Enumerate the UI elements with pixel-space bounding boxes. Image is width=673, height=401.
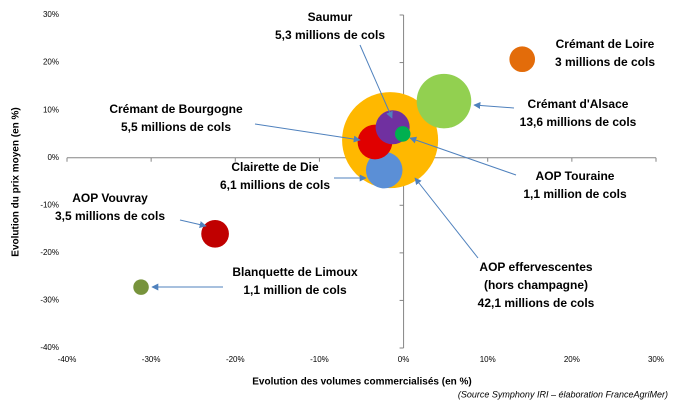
x-tick-label: -40% [58, 355, 77, 364]
x-tick-label: 30% [648, 355, 664, 364]
size-label: 42,1 millions de cols [478, 296, 595, 310]
source-note: (Source Symphony IRI – élaboration Franc… [458, 389, 668, 399]
y-tick-label: 10% [43, 105, 59, 114]
leader-arrow [359, 44, 393, 119]
size-label: 13,6 millions de cols [520, 115, 637, 129]
leader-arrow [473, 101, 515, 109]
x-tick-label: -10% [310, 355, 329, 364]
bubble-name: Crémant de Loire [556, 37, 655, 51]
y-tick-label: 20% [43, 58, 59, 67]
bubble [133, 279, 149, 295]
x-tick-label: -20% [226, 355, 245, 364]
x-tick-label: 0% [398, 355, 410, 364]
bubble [201, 219, 229, 248]
x-tick-label: 10% [480, 355, 496, 364]
y-tick-label: -30% [40, 296, 59, 305]
bubble-name: Crémant d'Alsace [528, 97, 629, 111]
bubble-name: AOP Vouvray [72, 191, 148, 205]
size-label: 5,5 millions de cols [121, 120, 231, 134]
bubble-name: Clairette de Die [231, 160, 319, 174]
x-tick-label: 20% [564, 355, 580, 364]
leader-arrow [409, 136, 517, 176]
size-label: 3,5 millions de cols [55, 209, 165, 223]
leader-arrow [414, 177, 479, 259]
y-tick-label: -40% [40, 343, 59, 352]
y-tick-label: 30% [43, 10, 59, 19]
bubble [416, 73, 472, 129]
bubble [394, 126, 411, 142]
size-label: 1,1 million de cols [243, 283, 347, 297]
bubble-name: Crémant de Bourgogne [109, 102, 243, 116]
y-tick-label: 0% [47, 153, 59, 162]
x-axis-label: Evolution des volumes commercialisés (en… [252, 377, 472, 388]
size-label: 1,1 million de cols [523, 187, 627, 201]
bubble [365, 151, 403, 189]
size-label: 6,1 millions de cols [220, 178, 330, 192]
leader-arrow [254, 123, 361, 143]
x-tick-label: -30% [142, 355, 161, 364]
y-tick-label: -20% [40, 248, 59, 257]
bubble-name: AOP effervescentes [479, 260, 593, 274]
y-axis-label: Evolution du prix moyen (en %) [11, 107, 22, 256]
size-label: 3 millions de cols [555, 55, 655, 69]
bubble-name: AOP Touraine [536, 169, 615, 183]
leader-arrow [179, 219, 207, 228]
bubble-name: Blanquette de Limoux [232, 265, 358, 279]
bubble [509, 46, 536, 73]
bubble-qualifier: (hors champagne) [484, 278, 588, 292]
y-tick-label: -10% [40, 200, 59, 209]
size-label: 5,3 millions de cols [275, 28, 385, 42]
bubble-name: Saumur [308, 10, 353, 24]
